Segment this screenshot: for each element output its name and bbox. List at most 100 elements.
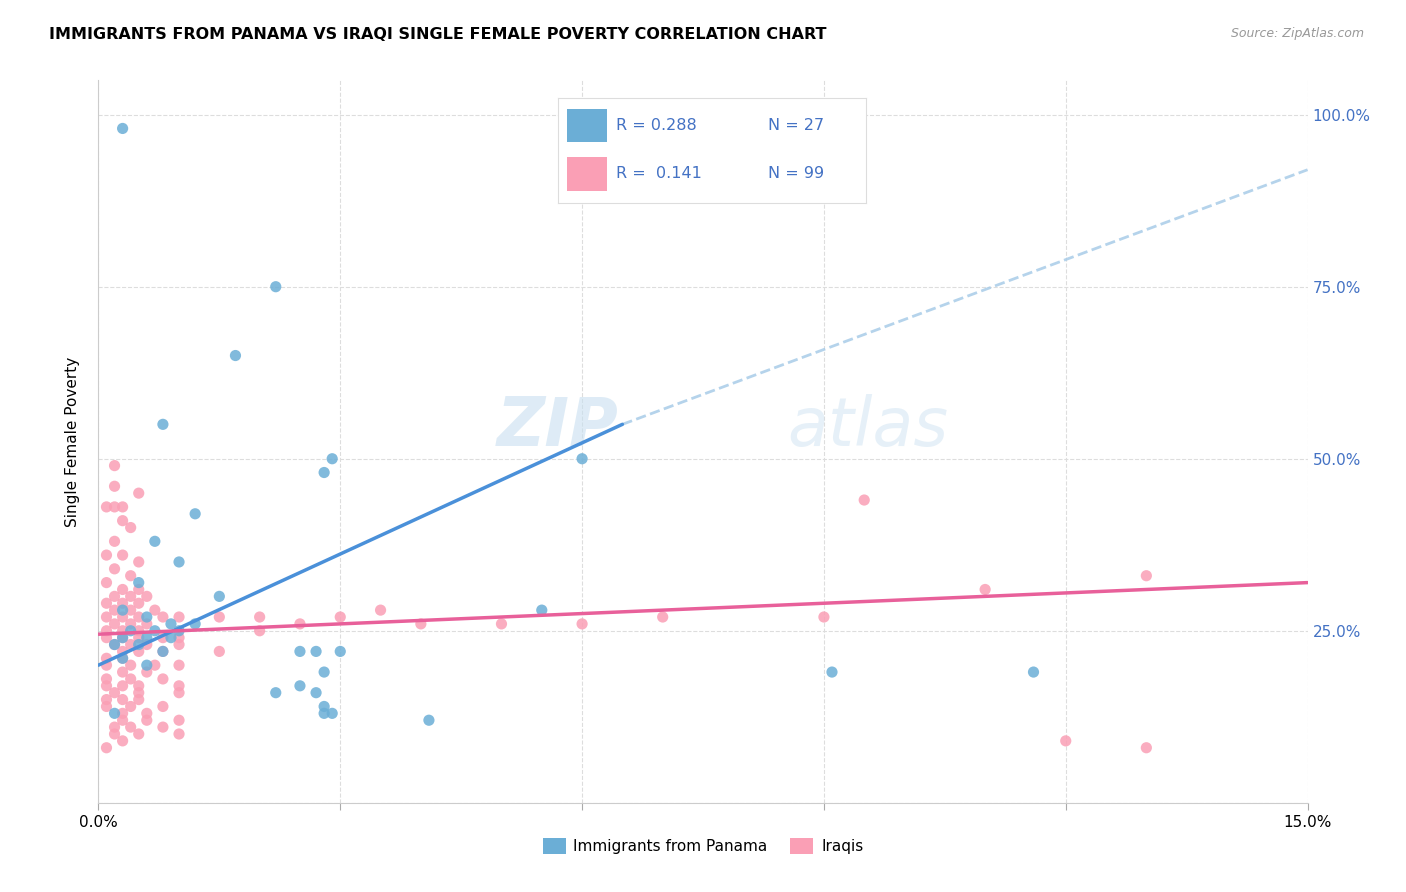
Point	[111, 713, 134, 727]
Point	[329, 644, 352, 658]
Point	[128, 644, 150, 658]
Point	[128, 679, 150, 693]
Point	[128, 624, 150, 638]
Point	[314, 665, 336, 679]
Point	[152, 610, 174, 624]
Point	[120, 720, 142, 734]
Point	[651, 610, 673, 624]
Point	[96, 679, 118, 693]
Point	[1135, 568, 1157, 582]
Point	[120, 520, 142, 534]
Point	[120, 590, 142, 604]
Point	[103, 638, 125, 652]
Point	[143, 624, 166, 638]
Point	[305, 686, 328, 700]
Point	[111, 121, 134, 136]
Text: atlas: atlas	[787, 394, 949, 460]
Point	[152, 699, 174, 714]
Point	[111, 651, 134, 665]
Point	[111, 582, 134, 597]
Point	[321, 451, 343, 466]
Point	[314, 699, 336, 714]
Point	[135, 610, 157, 624]
Point	[103, 706, 125, 721]
Point	[111, 514, 134, 528]
Point	[111, 500, 134, 514]
Point	[135, 616, 157, 631]
Point	[167, 555, 190, 569]
Point	[96, 651, 118, 665]
Point	[111, 610, 134, 624]
Point	[103, 458, 125, 473]
Point	[143, 658, 166, 673]
Point	[128, 631, 150, 645]
Point	[111, 596, 134, 610]
Point	[305, 644, 328, 658]
Point	[120, 672, 142, 686]
Point	[167, 638, 190, 652]
Point	[152, 417, 174, 432]
Point	[96, 624, 118, 638]
Point	[96, 658, 118, 673]
Point	[111, 651, 134, 665]
Point	[96, 699, 118, 714]
Y-axis label: Single Female Poverty: Single Female Poverty	[65, 357, 80, 526]
Point	[128, 638, 150, 652]
Point	[152, 631, 174, 645]
Point	[96, 548, 118, 562]
Point	[103, 720, 125, 734]
Point	[370, 603, 392, 617]
Point	[135, 706, 157, 721]
Point	[120, 624, 142, 638]
Legend: Immigrants from Panama, Iraqis: Immigrants from Panama, Iraqis	[537, 832, 869, 860]
Point	[103, 562, 125, 576]
Point	[111, 631, 134, 645]
Point	[143, 603, 166, 617]
Point	[184, 616, 207, 631]
Point	[167, 713, 190, 727]
Point	[208, 644, 231, 658]
Point	[288, 679, 311, 693]
Point	[853, 493, 876, 508]
Point	[120, 616, 142, 631]
Point	[128, 727, 150, 741]
Point	[249, 624, 271, 638]
Text: IMMIGRANTS FROM PANAMA VS IRAQI SINGLE FEMALE POVERTY CORRELATION CHART: IMMIGRANTS FROM PANAMA VS IRAQI SINGLE F…	[49, 27, 827, 42]
Point	[167, 727, 190, 741]
Point	[120, 603, 142, 617]
Point	[96, 672, 118, 686]
Point	[128, 555, 150, 569]
Point	[135, 590, 157, 604]
Point	[314, 706, 336, 721]
Text: Source: ZipAtlas.com: Source: ZipAtlas.com	[1230, 27, 1364, 40]
Point	[111, 631, 134, 645]
Point	[288, 616, 311, 631]
Point	[96, 575, 118, 590]
Point	[103, 590, 125, 604]
Point	[491, 616, 513, 631]
Point	[208, 590, 231, 604]
Point	[103, 616, 125, 631]
Point	[1054, 734, 1077, 748]
Point	[152, 644, 174, 658]
Point	[111, 679, 134, 693]
Point	[120, 658, 142, 673]
Point	[264, 686, 287, 700]
Point	[103, 727, 125, 741]
Point	[571, 616, 593, 631]
Point	[135, 713, 157, 727]
Point	[96, 610, 118, 624]
Point	[184, 507, 207, 521]
Point	[249, 610, 271, 624]
Point	[152, 720, 174, 734]
Point	[314, 466, 336, 480]
Point	[120, 699, 142, 714]
Point	[152, 644, 174, 658]
Point	[571, 451, 593, 466]
Point	[821, 665, 844, 679]
Point	[135, 638, 157, 652]
Text: ZIP: ZIP	[496, 394, 619, 460]
Point	[329, 610, 352, 624]
Point	[120, 568, 142, 582]
Point	[167, 631, 190, 645]
